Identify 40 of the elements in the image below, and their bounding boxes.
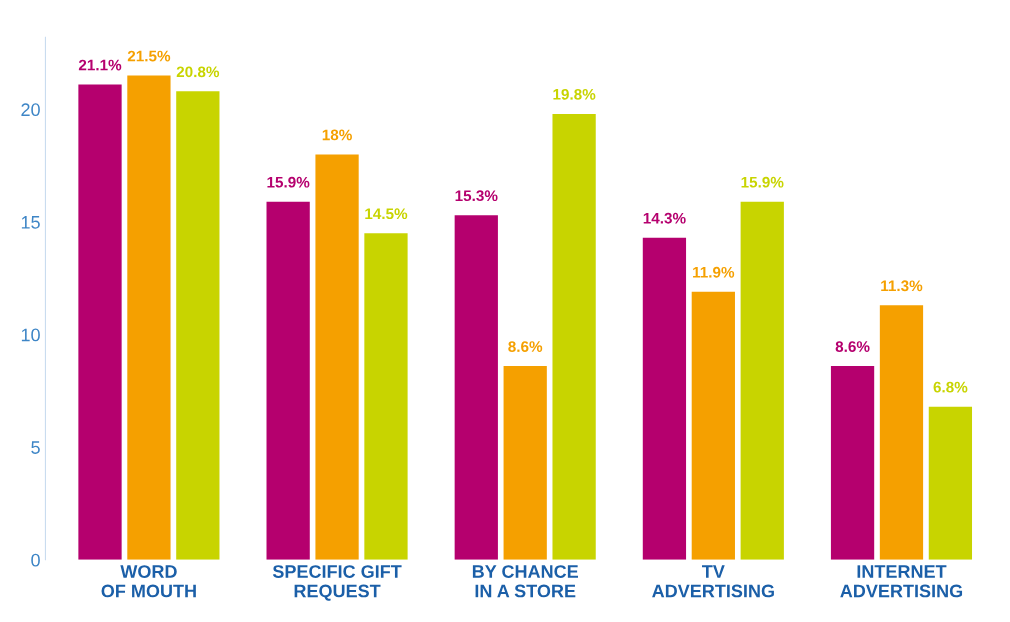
data-label: 21.5% <box>127 50 171 62</box>
bar <box>928 406 973 560</box>
bar <box>364 233 408 560</box>
bar <box>176 91 220 560</box>
x-tick-label: SPECIFIC GIFT REQUEST <box>272 565 402 601</box>
bar <box>740 201 784 560</box>
x-tick-label: BY CHANCE IN A STORE <box>472 565 578 598</box>
data-label: 21.1% <box>78 59 122 71</box>
bar <box>266 201 310 560</box>
data-label: 15.9% <box>741 176 784 188</box>
data-label: 20.8% <box>176 66 220 78</box>
y-tick-label: 15 <box>21 216 40 229</box>
data-label: 14.5% <box>365 208 408 220</box>
data-label: 8.6% <box>508 341 543 352</box>
y-tick-label: 20 <box>21 103 40 117</box>
x-tick-label: INTERNET ADVERTISING <box>840 565 963 598</box>
bar <box>691 291 735 560</box>
bar <box>78 84 122 560</box>
x-tick-label: TV ADVERTISING <box>652 565 774 598</box>
data-label: 19.8% <box>553 88 596 100</box>
data-label: 15.3% <box>455 190 498 202</box>
y-tick-label: 5 <box>31 441 40 454</box>
data-label: 11.3% <box>881 280 923 292</box>
bar <box>127 75 171 560</box>
bar <box>315 154 359 560</box>
data-label: 18% <box>322 129 352 141</box>
bar <box>642 237 687 560</box>
y-tick-label: 0 <box>31 553 40 567</box>
bar <box>879 305 924 560</box>
data-label: 15.9% <box>267 176 310 188</box>
bar <box>552 113 596 560</box>
data-label: 11.9% <box>693 266 735 278</box>
data-label: 8.6% <box>835 341 870 352</box>
data-label: 14.3% <box>643 212 686 224</box>
y-tick-label: 10 <box>21 328 40 342</box>
bar <box>454 215 498 560</box>
bar <box>830 366 875 560</box>
x-tick-label: WORD OF MOUTH <box>101 565 196 598</box>
data-label: 6.8% <box>933 381 968 393</box>
bar <box>503 366 547 560</box>
